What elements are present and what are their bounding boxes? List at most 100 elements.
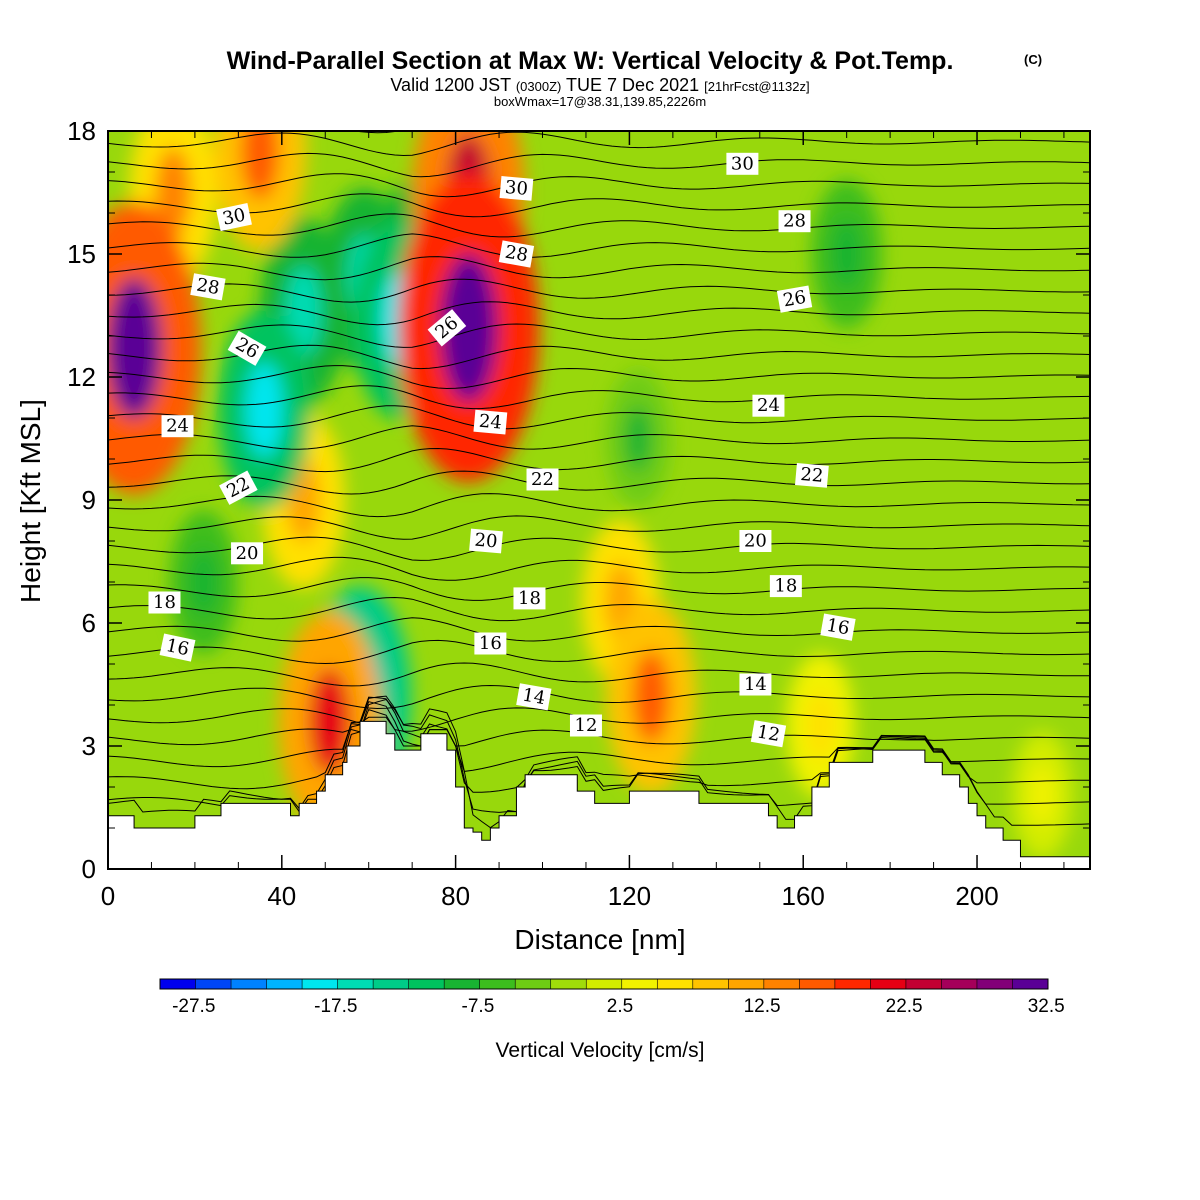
contour-line bbox=[108, 515, 1090, 540]
contour-label: 28 bbox=[778, 210, 811, 233]
contour-line bbox=[108, 152, 1090, 178]
colorbar-swatch bbox=[728, 979, 765, 989]
colorbar-swatch bbox=[763, 979, 800, 989]
y-tick-label: 0 bbox=[82, 854, 96, 884]
contour-line bbox=[108, 256, 1090, 281]
contour-label: 30 bbox=[216, 203, 252, 232]
colorbar-swatch bbox=[373, 979, 410, 989]
contour-label-bg bbox=[739, 673, 772, 696]
contour-label-text: 24 bbox=[166, 416, 189, 437]
contour-label-bg bbox=[526, 468, 559, 491]
contour-label-text: 18 bbox=[153, 592, 176, 613]
contour-line bbox=[108, 470, 1090, 495]
contour-label-bg bbox=[159, 633, 196, 662]
colorbar-swatch bbox=[408, 979, 445, 989]
contour-label-text: 26 bbox=[781, 287, 807, 312]
velocity-core bbox=[155, 147, 191, 238]
contour-label: 20 bbox=[231, 542, 264, 565]
contour-label: 14 bbox=[739, 673, 772, 696]
colorbar: -27.5 -17.5 -7.5 2.5 12.5 22.5 32.5 bbox=[159, 978, 1065, 1017]
y-tick-label: 6 bbox=[82, 608, 96, 638]
colorbar-label: -17.5 bbox=[314, 996, 357, 1017]
y-tick-label: 9 bbox=[82, 485, 96, 515]
colorbar-swatch bbox=[337, 979, 374, 989]
contour-label: 12 bbox=[569, 714, 602, 737]
contour-line bbox=[108, 405, 1090, 430]
contour-label-bg bbox=[752, 394, 785, 417]
colorbar-swatch bbox=[834, 979, 871, 989]
contour-label: 22 bbox=[526, 468, 559, 491]
contour-line bbox=[108, 425, 1090, 450]
contour-label-bg bbox=[776, 285, 813, 313]
colorbar-label: -7.5 bbox=[462, 996, 495, 1017]
colorbar-swatch bbox=[266, 979, 303, 989]
contour-label-bg bbox=[750, 720, 787, 748]
contour-label-text: 30 bbox=[731, 153, 754, 174]
contour-label-bg bbox=[473, 409, 508, 435]
contour-label: 26 bbox=[776, 285, 813, 313]
contour-label-bg bbox=[820, 613, 856, 641]
contour-label: 18 bbox=[769, 575, 802, 598]
colorbar-swatch bbox=[941, 979, 978, 989]
x-tick-label: 0 bbox=[101, 881, 115, 911]
x-tick-label: 160 bbox=[782, 881, 825, 911]
contour-line bbox=[108, 233, 1090, 258]
contour-label-text: 28 bbox=[195, 274, 221, 299]
contour-label-text: 20 bbox=[744, 531, 767, 552]
contour-label-text: 14 bbox=[521, 684, 547, 709]
colorbar-swatch bbox=[302, 979, 339, 989]
x-tick-label: 120 bbox=[608, 881, 651, 911]
colorbar-swatch bbox=[231, 979, 268, 989]
contour-label-text: 22 bbox=[800, 464, 825, 487]
y-tick-label: 18 bbox=[67, 116, 96, 146]
contour-label-bg bbox=[513, 587, 546, 610]
contour-label: 24 bbox=[752, 394, 785, 417]
contour-label-bg bbox=[427, 309, 467, 347]
colorbar-label: 12.5 bbox=[744, 996, 781, 1017]
contour-label: 28 bbox=[190, 273, 226, 301]
contour-label-text: 20 bbox=[236, 543, 259, 564]
contour-line bbox=[108, 556, 1090, 581]
terrain-profile bbox=[108, 720, 1090, 869]
contour-line bbox=[108, 617, 1090, 642]
contour-label-bg bbox=[795, 463, 829, 488]
contour-line bbox=[108, 131, 1090, 157]
valid-date: TUE 7 Dec 2021 bbox=[566, 75, 699, 95]
contour-label-text: 28 bbox=[783, 211, 806, 232]
colorbar-swatch bbox=[870, 979, 907, 989]
contour-label-bg bbox=[469, 528, 503, 554]
x-tick-label: 40 bbox=[267, 881, 296, 911]
velocity-core bbox=[308, 668, 351, 775]
contour-label: 20 bbox=[739, 530, 772, 552]
contour-line bbox=[108, 173, 1090, 198]
valid-utc: (0300Z) bbox=[516, 79, 562, 94]
contour-line bbox=[108, 301, 1090, 326]
contour-label-bg bbox=[769, 575, 802, 598]
colorbar-swatch bbox=[976, 979, 1013, 989]
colorbar-label: 22.5 bbox=[886, 996, 923, 1017]
chart-title: Wind-Parallel Section at Max W: Vertical… bbox=[227, 47, 954, 75]
plot-area: 3028262422201816302826242220181614123028… bbox=[108, 131, 1090, 869]
contour-label: 24 bbox=[161, 415, 194, 438]
contour-line bbox=[353, 131, 401, 134]
contour-line bbox=[108, 696, 1090, 793]
contour-line bbox=[108, 193, 1090, 218]
contour-line bbox=[108, 493, 1090, 518]
contour-line bbox=[108, 365, 1090, 390]
contour-label: 20 bbox=[469, 528, 503, 554]
contour-label-text: 14 bbox=[744, 674, 767, 695]
colorbar-label: -27.5 bbox=[172, 996, 215, 1017]
contour-line bbox=[108, 278, 1090, 303]
contour-label-bg bbox=[161, 415, 194, 438]
colorbar-swatch bbox=[799, 979, 836, 989]
contour-line bbox=[108, 701, 1090, 772]
contour-label-bg bbox=[231, 542, 264, 565]
contour-label-bg bbox=[569, 714, 602, 737]
contour-label-bg bbox=[148, 591, 181, 614]
contour-label-bg bbox=[499, 176, 534, 201]
colorbar-label: 32.5 bbox=[1028, 996, 1065, 1017]
colorbar-swatch bbox=[621, 979, 658, 989]
colorbar-swatch bbox=[515, 979, 552, 989]
y-tick-label: 3 bbox=[82, 731, 96, 761]
contour-label-bg bbox=[516, 683, 552, 711]
